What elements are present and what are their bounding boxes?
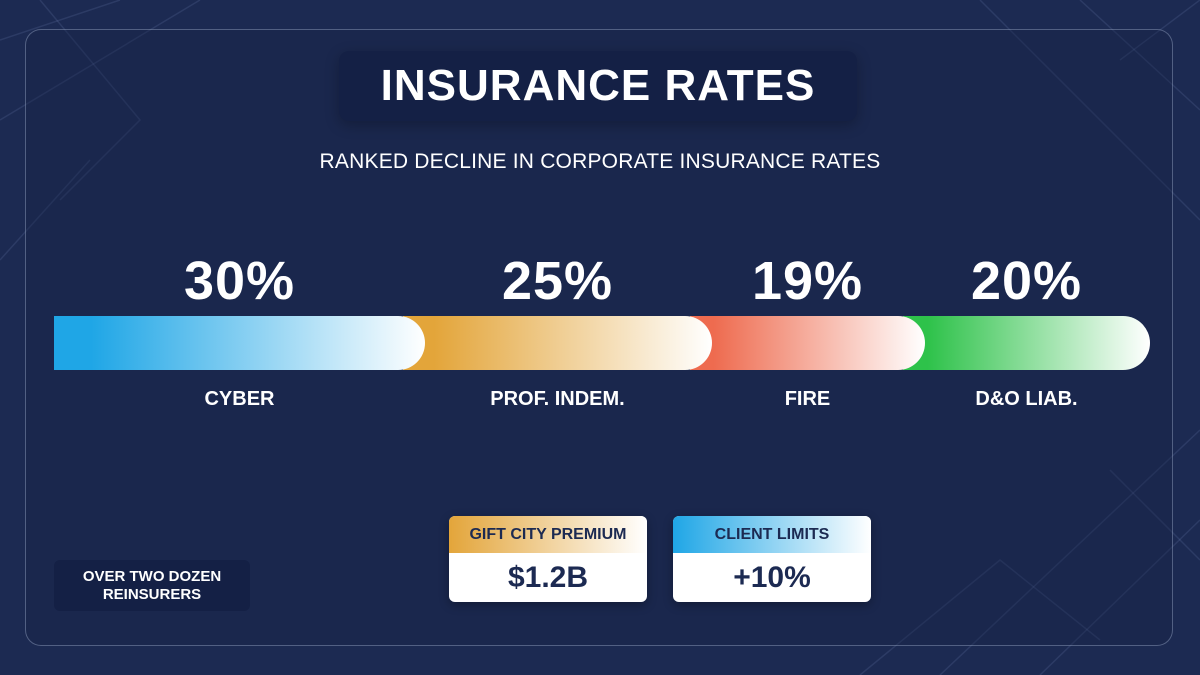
- category-label: PROF. INDEM.: [490, 388, 625, 410]
- stat-card-gift-city-premium: GIFT CITY PREMIUM $1.2B: [449, 516, 647, 602]
- bar: [403, 316, 712, 370]
- page-title: INSURANCE RATES: [380, 61, 816, 110]
- stat-card-label: GIFT CITY PREMIUM: [449, 516, 647, 553]
- stat-card-client-limits: CLIENT LIMITS +10%: [673, 516, 871, 602]
- data-label: 25%: [501, 251, 614, 311]
- category-label: CYBER: [204, 388, 275, 410]
- title-banner: INSURANCE RATES: [339, 51, 857, 121]
- bar-segment-group: 30% CYBER: [54, 250, 425, 420]
- data-label: 20%: [970, 251, 1083, 311]
- stat-card-value: +10%: [733, 560, 811, 594]
- bar-segment-group: 25% PROF. INDEM.: [403, 250, 712, 420]
- side-note-line-2: REINSURERS: [102, 585, 202, 603]
- data-label: 30%: [183, 251, 296, 311]
- bar: [690, 316, 925, 370]
- category-label: D&O LIAB.: [975, 388, 1078, 410]
- stat-card-label: CLIENT LIMITS: [673, 516, 871, 553]
- chart-subtitle: RANKED DECLINE IN CORPORATE INSURANCE RA…: [319, 150, 881, 173]
- bar-segment-group: 19% FIRE: [690, 250, 925, 420]
- category-label: FIRE: [784, 388, 831, 410]
- stat-card-value: $1.2B: [507, 560, 589, 594]
- bar: [54, 316, 425, 370]
- data-label: 19%: [751, 251, 864, 311]
- bar: [903, 316, 1150, 370]
- bar-segment-group: 20% D&O LIAB.: [903, 250, 1150, 420]
- side-note-badge: OVER TWO DOZEN REINSURERS: [54, 560, 250, 611]
- side-note-line-1: OVER TWO DOZEN: [82, 567, 222, 585]
